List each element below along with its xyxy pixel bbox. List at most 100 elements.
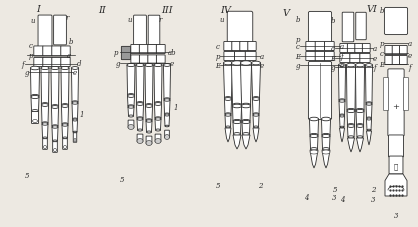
Polygon shape: [31, 98, 39, 111]
Ellipse shape: [137, 117, 143, 120]
Text: p: p: [216, 53, 220, 61]
Polygon shape: [163, 66, 171, 100]
FancyBboxPatch shape: [315, 52, 325, 61]
Polygon shape: [51, 108, 59, 126]
Ellipse shape: [137, 102, 143, 105]
Ellipse shape: [41, 104, 48, 107]
Ellipse shape: [356, 109, 364, 112]
Ellipse shape: [311, 148, 318, 151]
Text: r: r: [158, 16, 162, 24]
Polygon shape: [385, 174, 407, 196]
Polygon shape: [347, 66, 355, 111]
Text: ⁀: ⁀: [394, 161, 398, 169]
FancyBboxPatch shape: [43, 58, 52, 67]
Text: E: E: [380, 61, 385, 69]
Polygon shape: [242, 106, 250, 121]
FancyBboxPatch shape: [61, 47, 70, 57]
FancyBboxPatch shape: [308, 62, 331, 120]
Ellipse shape: [64, 146, 66, 149]
Text: e: e: [373, 55, 377, 63]
Text: e: e: [260, 62, 264, 70]
Polygon shape: [41, 69, 49, 105]
Ellipse shape: [146, 131, 151, 133]
Text: a: a: [408, 40, 412, 48]
Ellipse shape: [234, 133, 240, 136]
Ellipse shape: [155, 118, 161, 121]
Polygon shape: [72, 104, 78, 119]
Ellipse shape: [146, 120, 152, 123]
Ellipse shape: [73, 132, 77, 133]
FancyBboxPatch shape: [139, 56, 148, 64]
Ellipse shape: [154, 64, 162, 67]
Ellipse shape: [146, 119, 152, 122]
Ellipse shape: [165, 135, 170, 140]
Text: g: g: [296, 62, 300, 70]
Text: I: I: [36, 5, 40, 14]
Text: +: +: [393, 102, 400, 110]
Polygon shape: [72, 121, 77, 132]
Ellipse shape: [145, 64, 153, 67]
Polygon shape: [240, 64, 252, 106]
Text: ab: ab: [168, 49, 176, 57]
Ellipse shape: [155, 117, 161, 120]
FancyBboxPatch shape: [232, 42, 240, 51]
Polygon shape: [253, 128, 259, 142]
Ellipse shape: [252, 97, 260, 100]
FancyBboxPatch shape: [165, 131, 169, 138]
Text: 1: 1: [80, 111, 84, 118]
Ellipse shape: [137, 103, 143, 106]
Ellipse shape: [61, 67, 69, 70]
Polygon shape: [322, 136, 330, 149]
FancyBboxPatch shape: [131, 56, 140, 64]
Ellipse shape: [225, 126, 230, 128]
Text: a: a: [67, 52, 71, 60]
Text: VI: VI: [367, 5, 377, 14]
Text: a: a: [260, 53, 264, 61]
Ellipse shape: [242, 120, 250, 123]
Ellipse shape: [43, 137, 48, 139]
Ellipse shape: [323, 148, 329, 151]
Polygon shape: [71, 69, 79, 103]
Ellipse shape: [61, 105, 69, 108]
Ellipse shape: [155, 129, 161, 131]
Ellipse shape: [365, 64, 372, 67]
Text: c: c: [296, 43, 300, 51]
Ellipse shape: [310, 150, 318, 154]
Polygon shape: [41, 106, 48, 123]
Text: p: p: [296, 36, 300, 44]
Ellipse shape: [51, 106, 59, 109]
Ellipse shape: [71, 67, 79, 70]
FancyBboxPatch shape: [324, 52, 334, 61]
Ellipse shape: [339, 116, 344, 118]
Ellipse shape: [137, 118, 143, 121]
FancyBboxPatch shape: [73, 133, 77, 143]
Ellipse shape: [31, 95, 39, 98]
Text: 5: 5: [333, 185, 337, 193]
FancyBboxPatch shape: [403, 78, 408, 111]
Polygon shape: [347, 111, 355, 126]
Ellipse shape: [128, 116, 133, 118]
FancyBboxPatch shape: [38, 16, 52, 50]
Ellipse shape: [72, 101, 78, 104]
Polygon shape: [31, 69, 39, 96]
Text: 2: 2: [371, 185, 375, 193]
FancyBboxPatch shape: [137, 135, 143, 142]
Text: 3: 3: [394, 211, 398, 219]
Polygon shape: [154, 66, 162, 104]
FancyBboxPatch shape: [139, 45, 148, 54]
FancyBboxPatch shape: [360, 54, 370, 63]
Ellipse shape: [347, 125, 354, 128]
Ellipse shape: [242, 105, 250, 108]
Ellipse shape: [155, 103, 161, 106]
Ellipse shape: [51, 105, 59, 108]
Ellipse shape: [242, 104, 250, 107]
Ellipse shape: [146, 141, 152, 146]
FancyBboxPatch shape: [306, 42, 316, 51]
Polygon shape: [233, 135, 241, 149]
Ellipse shape: [322, 134, 330, 137]
Ellipse shape: [31, 96, 39, 99]
Ellipse shape: [367, 130, 371, 131]
Ellipse shape: [225, 114, 231, 117]
Ellipse shape: [62, 123, 68, 126]
FancyBboxPatch shape: [34, 47, 43, 57]
